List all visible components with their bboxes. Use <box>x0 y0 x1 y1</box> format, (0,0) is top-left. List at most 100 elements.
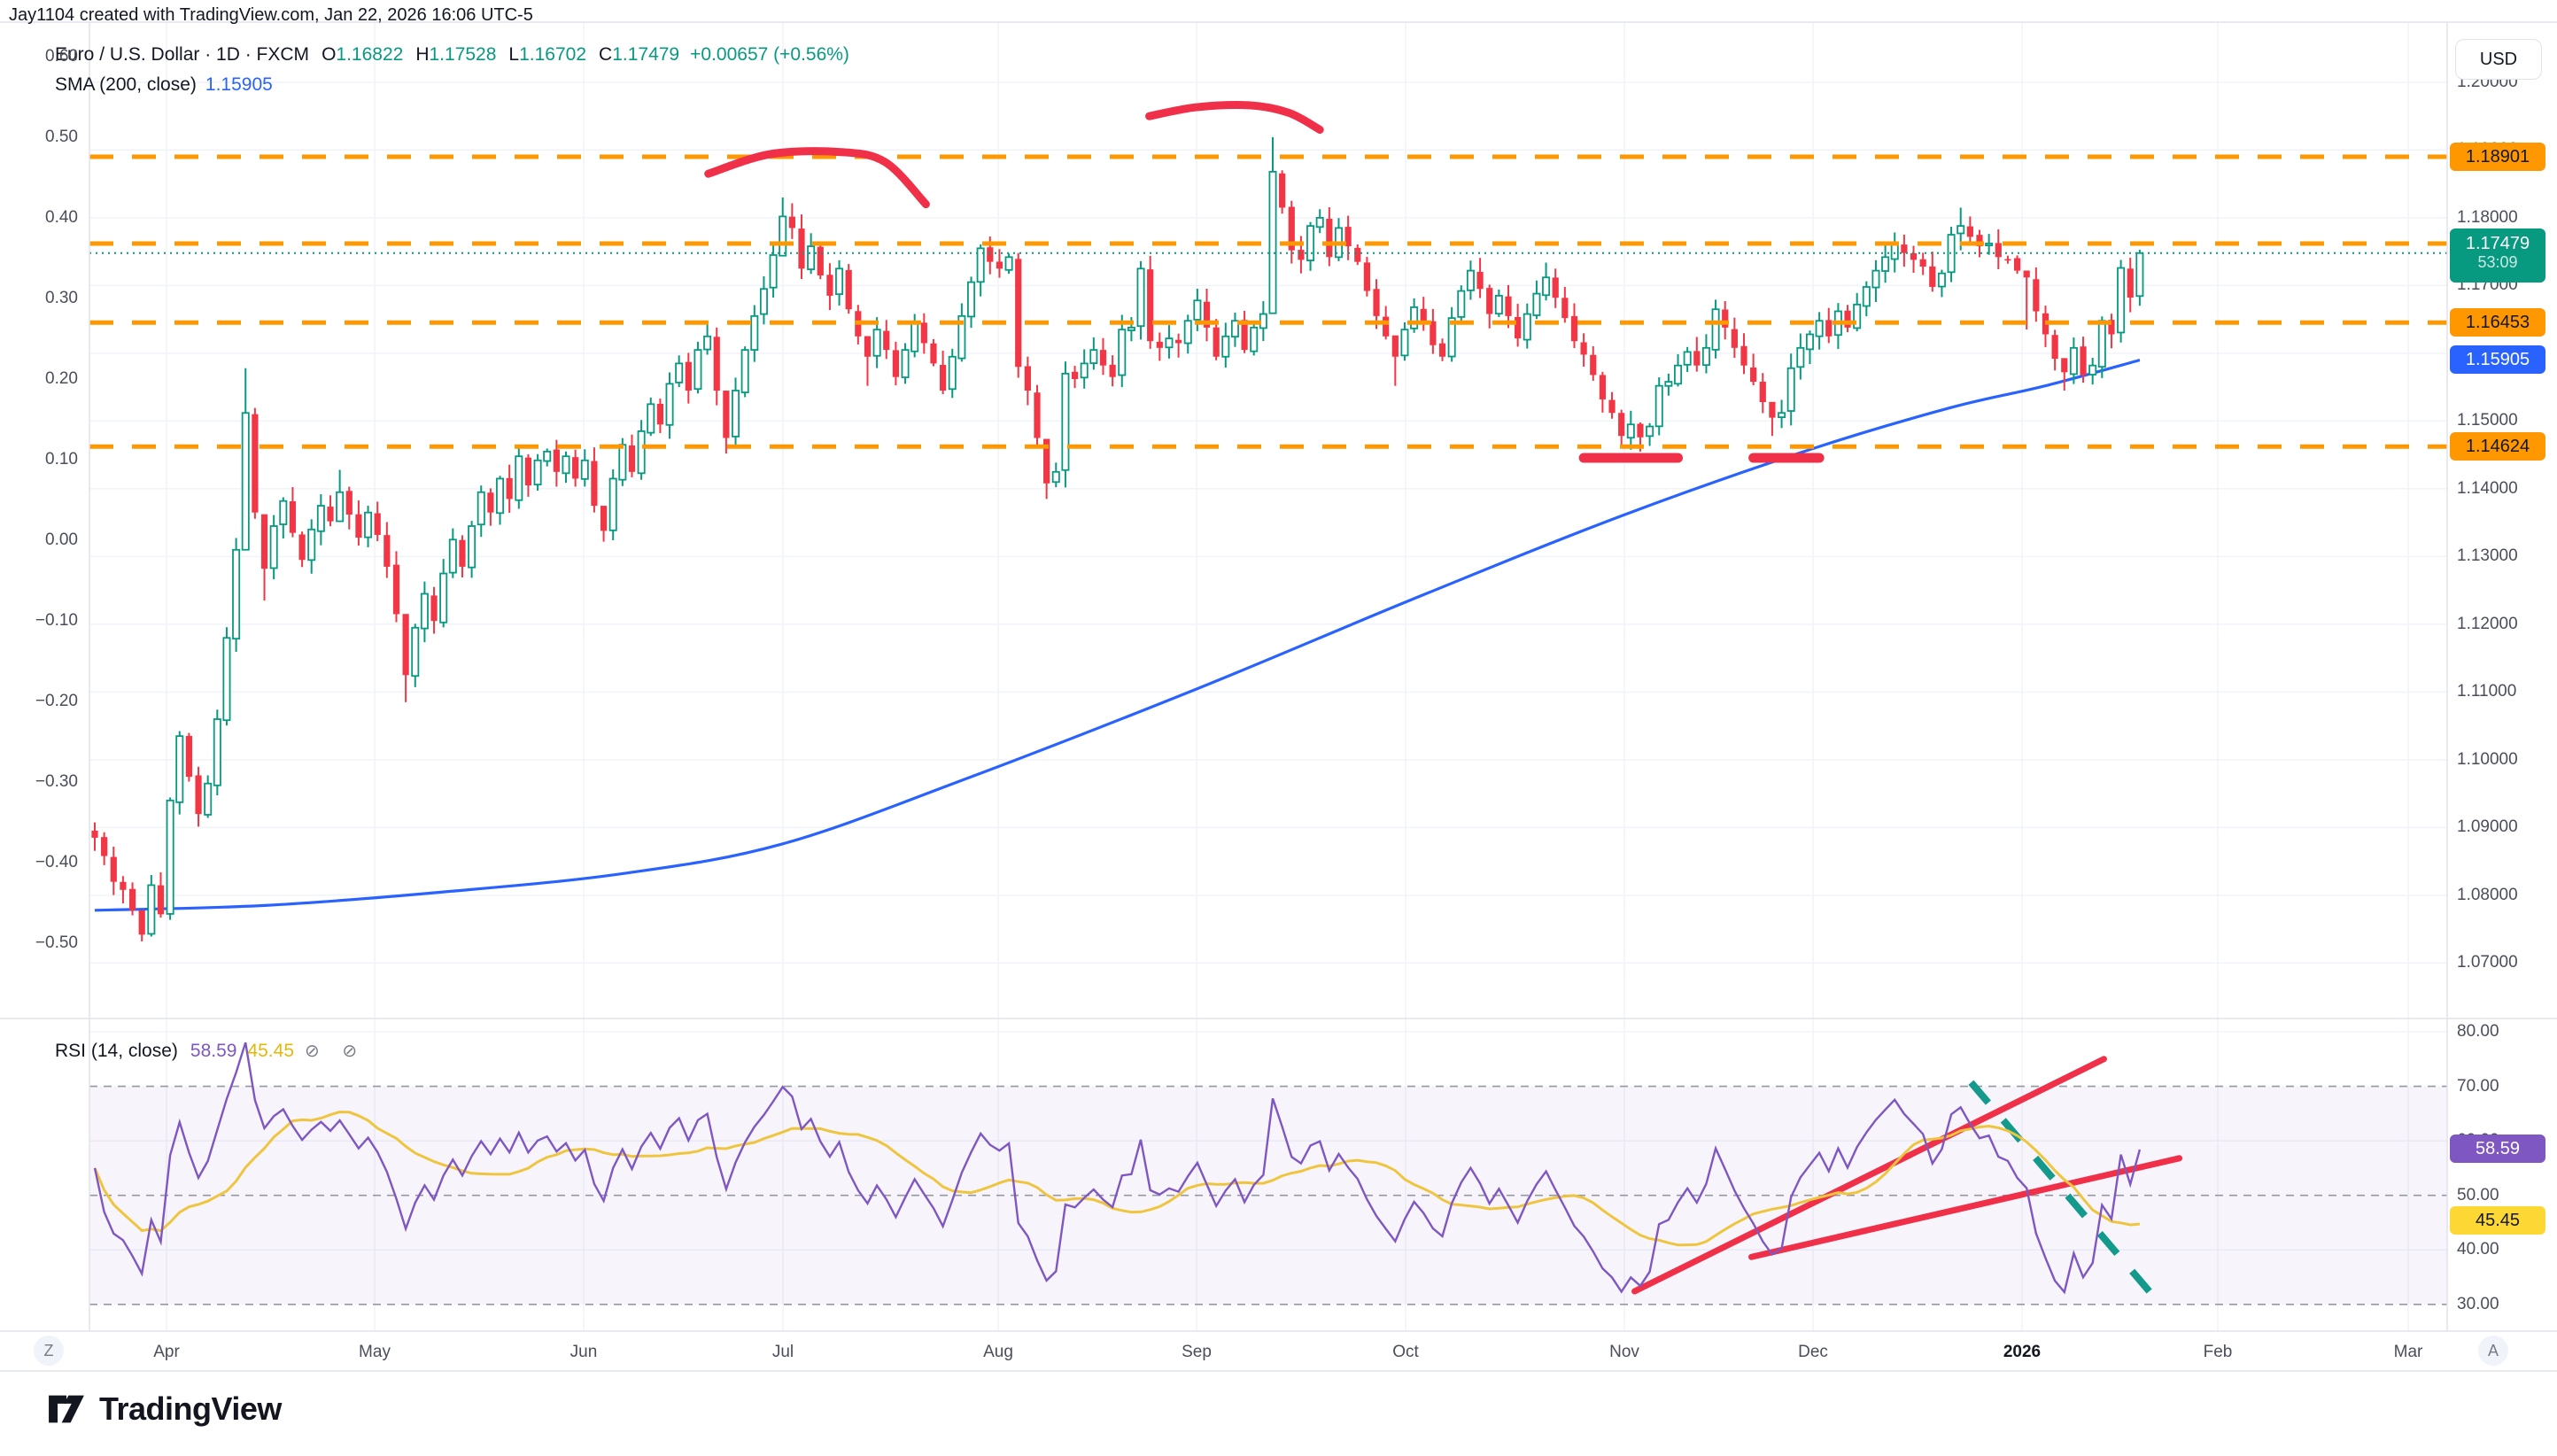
time-axis-label-Jul[interactable]: Jul <box>771 1343 794 1361</box>
candle-body <box>1731 329 1738 348</box>
percent-axis-label[interactable]: −0.20 <box>35 692 78 710</box>
candle-body <box>1298 250 1305 260</box>
candle-body <box>1391 335 1399 357</box>
time-axis-label-Dec[interactable]: Dec <box>1798 1343 1828 1361</box>
auto-scale-button[interactable]: A <box>2478 1336 2508 1366</box>
time-axis-label-Oct[interactable]: Oct <box>1392 1343 1419 1361</box>
candle-body <box>845 269 852 310</box>
candle-body <box>1740 345 1747 366</box>
price-axis-label[interactable]: 1.18000 <box>2457 207 2518 227</box>
candle-body <box>872 329 881 357</box>
price-axis-label[interactable]: 1.15000 <box>2457 411 2518 430</box>
candle-body <box>1156 341 1163 348</box>
candle-body <box>1862 286 1871 307</box>
candle-body <box>420 592 429 630</box>
rsi-trendline[interactable] <box>1748 1155 2183 1260</box>
percent-axis-label[interactable]: 0.50 <box>45 128 78 146</box>
candle-body <box>110 856 117 882</box>
ohlc-key: H <box>415 44 430 65</box>
rsi-axis-label[interactable]: 80.00 <box>2457 1022 2499 1041</box>
hide-indicator-icon[interactable]: ⊘ ⊘ <box>305 1042 367 1061</box>
rsi-tag-45.45: 45.45 <box>2450 1205 2545 1235</box>
candle-body <box>656 403 663 425</box>
symbol-title: Euro / U.S. Dollar · 1D · FXCM <box>55 44 310 65</box>
time-axis-label-Apr[interactable]: Apr <box>153 1343 180 1361</box>
candle-body <box>128 888 136 910</box>
candle-body <box>1127 326 1135 331</box>
candle-body <box>1532 292 1541 316</box>
candle-body <box>204 782 213 816</box>
candle-body <box>175 735 184 803</box>
percent-axis-label[interactable]: 0.60 <box>45 47 78 66</box>
candle-body <box>1447 317 1456 358</box>
symbol-legend[interactable]: Euro / U.S. Dollar · 1D · FXCM O1.16822 H1… <box>55 44 849 66</box>
rsi-axis-label[interactable]: 70.00 <box>2457 1076 2499 1096</box>
candle-body <box>817 246 824 275</box>
percent-axis-label[interactable]: 0.40 <box>45 208 78 227</box>
price-axis-label[interactable]: 1.10000 <box>2457 749 2518 769</box>
percent-axis-label[interactable]: −0.50 <box>35 933 78 952</box>
time-axis-label-May[interactable]: May <box>359 1343 391 1361</box>
candle-body <box>2033 279 2040 312</box>
candle-body <box>996 261 1003 269</box>
price-axis-label[interactable]: 1.13000 <box>2457 546 2518 566</box>
candle-body <box>1230 320 1239 338</box>
price-axis-label[interactable]: 1.12000 <box>2457 614 2518 633</box>
sma-legend[interactable]: SMA (200, close) 1.15905 <box>55 74 273 96</box>
percent-axis-label[interactable]: 0.30 <box>45 289 78 307</box>
rsi-axis-label[interactable]: 50.00 <box>2457 1185 2499 1204</box>
candle-body <box>543 450 552 462</box>
rsi-legend[interactable]: RSI (14, close) 58.59 45.45 ⊘ ⊘ <box>55 1040 366 1062</box>
scale-z-button[interactable]: Z <box>34 1336 64 1366</box>
price-axis-label[interactable]: 1.14000 <box>2457 478 2518 498</box>
rsi-title: RSI (14, close) <box>55 1041 178 1061</box>
candle-body <box>1268 171 1277 314</box>
candle-body <box>252 414 259 513</box>
percent-axis-label[interactable]: 0.20 <box>45 369 78 388</box>
candle-body <box>948 355 957 391</box>
candle-body <box>515 455 523 501</box>
price-axis-label[interactable]: 1.11000 <box>2457 682 2517 701</box>
rsi-axis-label[interactable]: 30.00 <box>2457 1294 2499 1313</box>
candle-body <box>1250 326 1259 352</box>
candle-body <box>1183 320 1192 345</box>
tradingview-logo[interactable]: TradingView <box>46 1389 282 1429</box>
drawn-arc-annotation[interactable] <box>1145 101 1324 134</box>
rsi-trendline[interactable] <box>1631 1056 2107 1295</box>
price-axis-label[interactable]: 1.07000 <box>2457 953 2518 972</box>
candle-body <box>1919 259 1926 267</box>
price-axis-label[interactable]: 1.08000 <box>2457 885 2518 904</box>
time-axis-label-Feb[interactable]: Feb <box>2203 1343 2233 1361</box>
percent-axis-label[interactable]: 0.00 <box>45 531 78 549</box>
price-tag-1.15905: 1.15905 <box>2450 345 2545 375</box>
candle-body <box>506 477 513 500</box>
percent-axis-label[interactable]: 0.10 <box>45 450 78 469</box>
candle-body <box>1570 315 1578 342</box>
candle-body <box>740 349 749 393</box>
time-axis-label-Sep[interactable]: Sep <box>1182 1343 1212 1361</box>
currency-unit-button[interactable]: USD <box>2455 39 2542 80</box>
time-axis-label-Jun[interactable]: Jun <box>570 1343 598 1361</box>
tradingview-logo-text: TradingView <box>99 1390 282 1427</box>
candle-body <box>788 216 795 228</box>
drawn-arc-annotation[interactable] <box>704 147 930 209</box>
candle-body <box>2023 270 2030 278</box>
candle-body <box>459 539 466 567</box>
candle-body <box>1034 392 1041 438</box>
rsi-axis-label[interactable]: 40.00 <box>2457 1240 2499 1259</box>
candle-body <box>1410 306 1419 329</box>
time-axis-label-Mar[interactable]: Mar <box>2393 1343 2423 1361</box>
percent-axis-label[interactable]: −0.10 <box>35 611 78 630</box>
percent-axis-label[interactable]: −0.40 <box>35 853 78 871</box>
time-axis-label-2026[interactable]: 2026 <box>2003 1343 2042 1361</box>
time-axis-label-Nov[interactable]: Nov <box>1609 1343 1639 1361</box>
time-axis-label-Aug[interactable]: Aug <box>983 1343 1013 1361</box>
percent-axis-label[interactable]: −0.30 <box>35 772 78 791</box>
candle-body <box>1175 339 1182 344</box>
candle-body <box>967 281 976 318</box>
candle-body <box>1966 226 1973 237</box>
candle-body <box>1580 342 1587 355</box>
price-axis-label[interactable]: 1.09000 <box>2457 817 2518 837</box>
candle-body <box>1825 320 1833 337</box>
